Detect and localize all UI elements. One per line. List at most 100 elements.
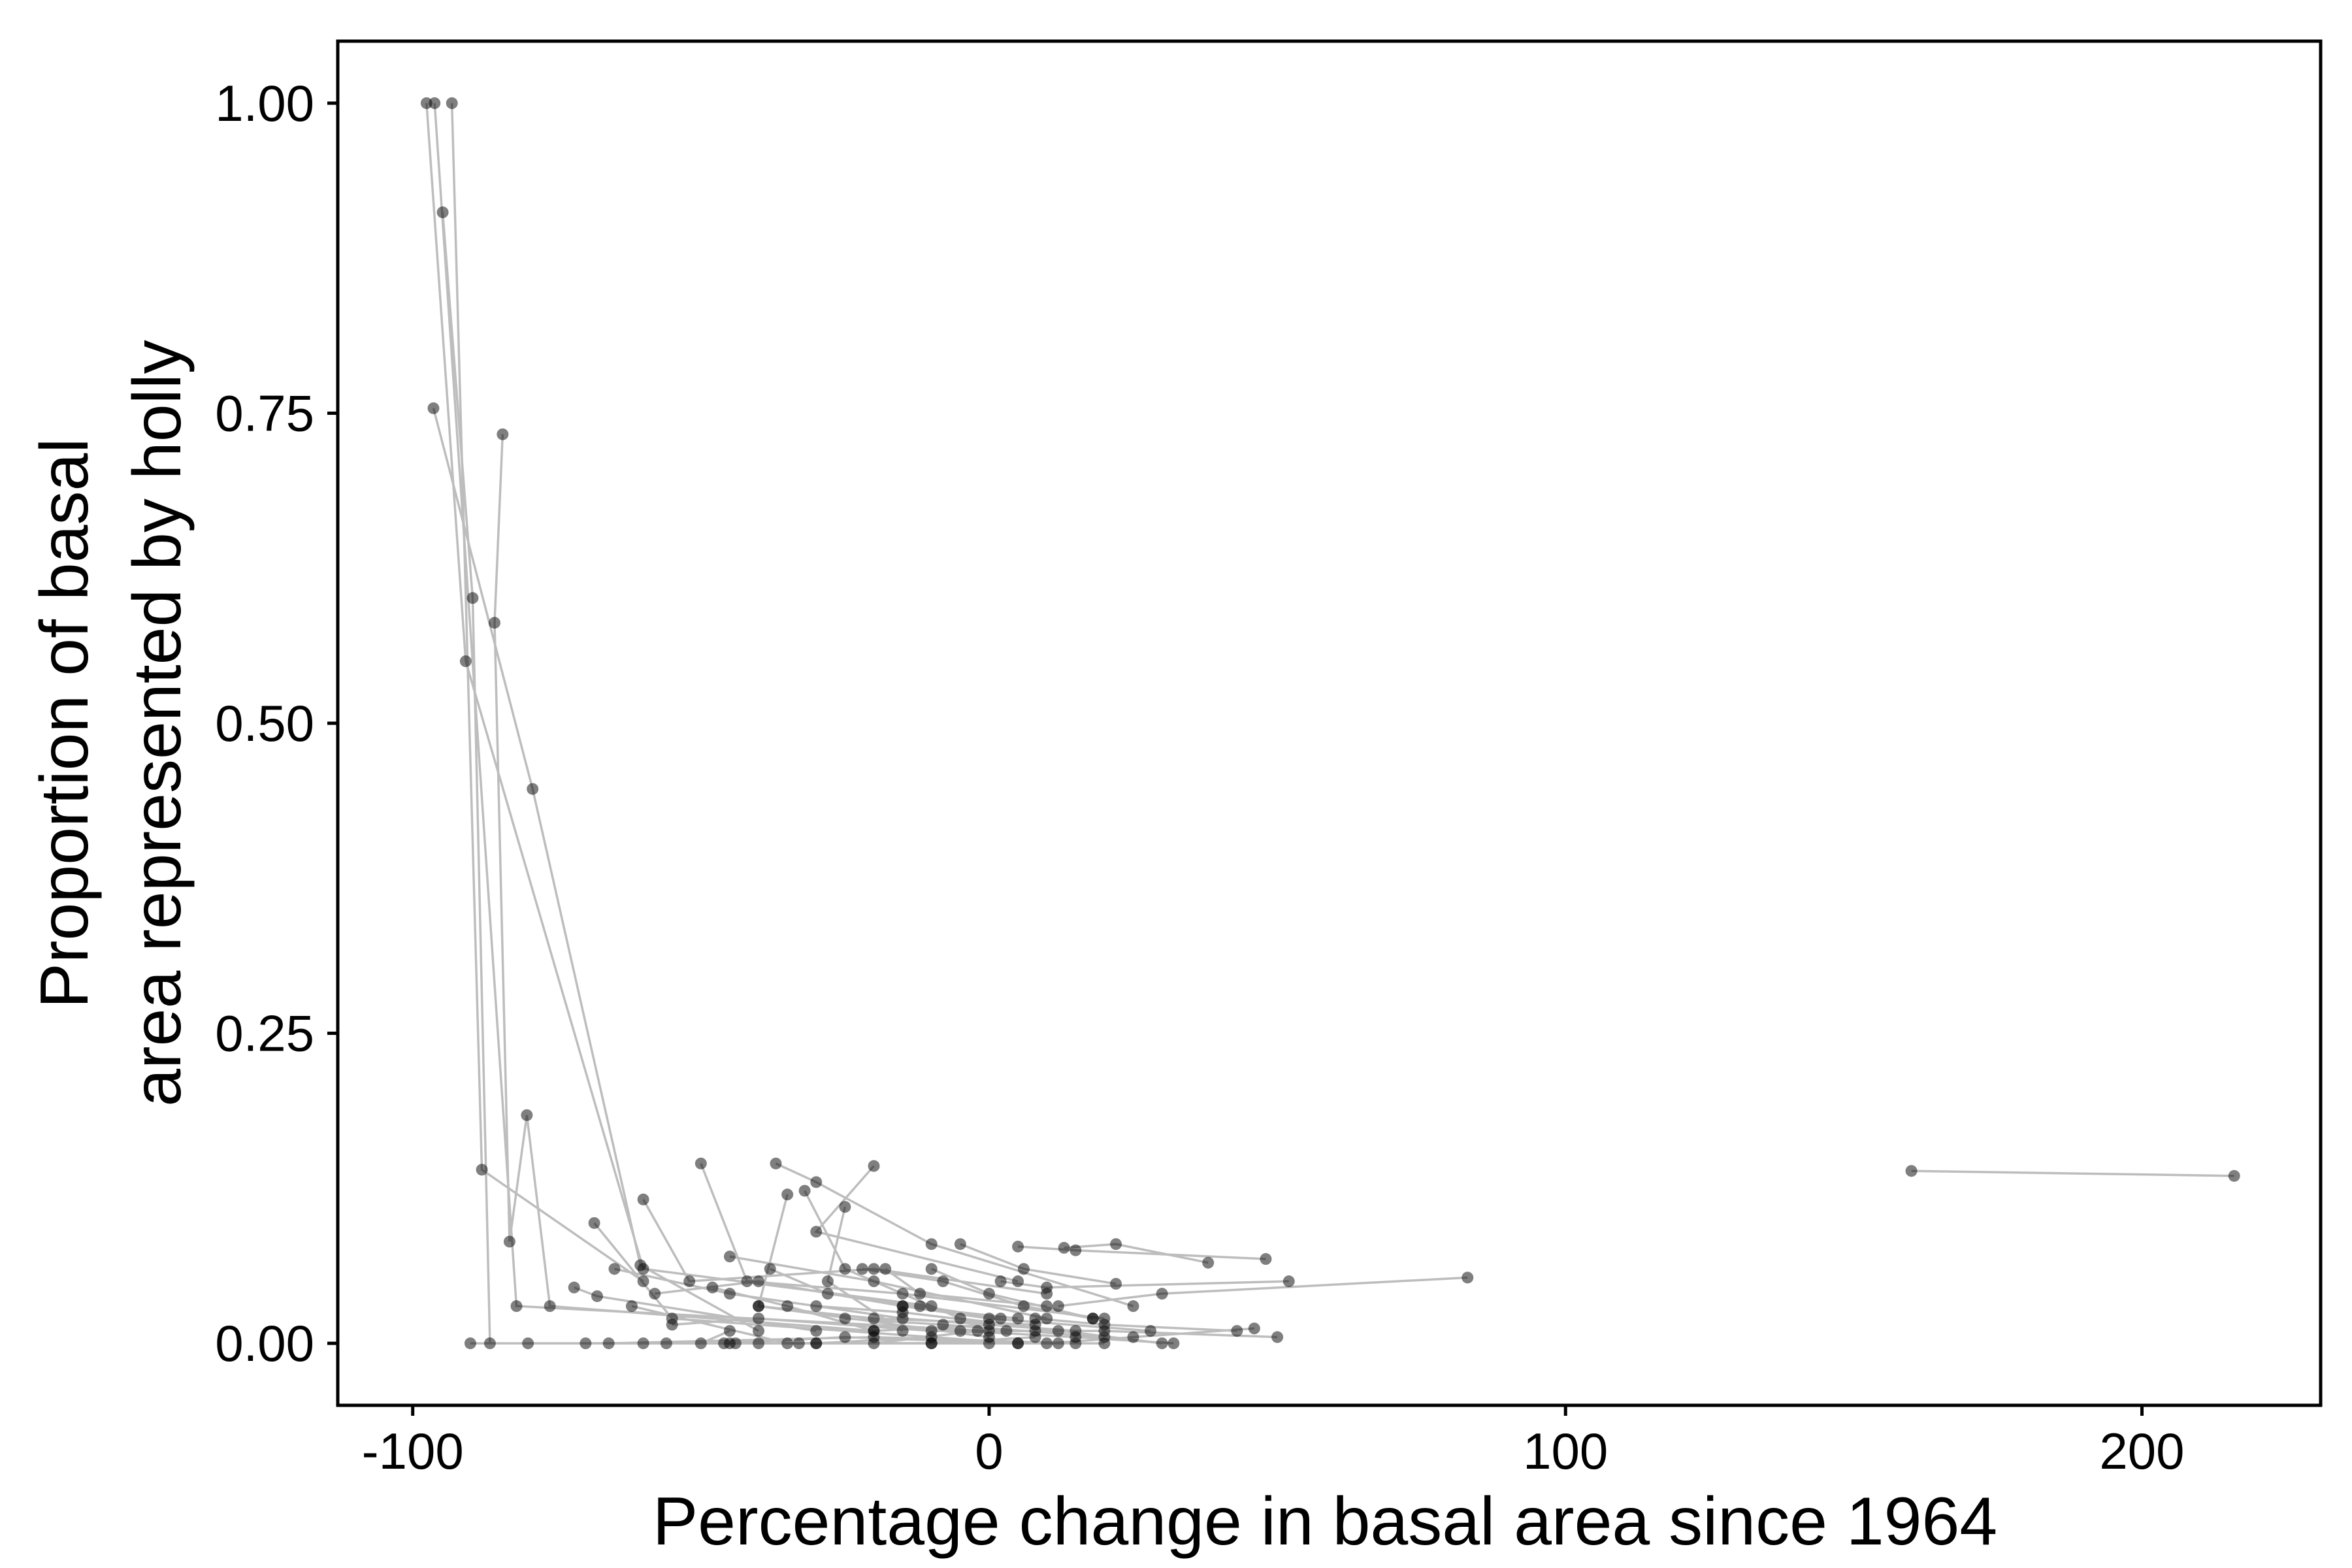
y-axis-title-line-1: Proportion of basal	[27, 438, 103, 1009]
data-point	[637, 1275, 649, 1288]
data-point	[1282, 1275, 1295, 1288]
data-point	[466, 592, 479, 604]
data-point	[723, 1325, 736, 1337]
data-point	[1110, 1277, 1122, 1290]
data-point	[753, 1313, 765, 1325]
data-point	[694, 1337, 707, 1350]
data-point	[568, 1281, 580, 1294]
data-point	[1070, 1244, 1082, 1256]
trajectory-line	[770, 1267, 1001, 1320]
data-point	[706, 1281, 719, 1294]
data-point	[729, 1337, 742, 1350]
data-point	[954, 1313, 966, 1325]
data-point	[1260, 1253, 1272, 1266]
data-point	[427, 402, 440, 414]
data-point	[1052, 1325, 1064, 1337]
data-point	[925, 1337, 938, 1350]
data-point	[810, 1300, 823, 1313]
data-point	[781, 1337, 794, 1350]
y-tick-label: 1.00	[215, 74, 314, 132]
data-point	[1017, 1263, 1030, 1275]
data-point	[753, 1325, 765, 1337]
data-point	[608, 1263, 621, 1275]
data-point	[983, 1288, 995, 1300]
data-point	[637, 1193, 649, 1205]
y-axis: 0.00 0.25 0.50 0.75 1.00	[215, 74, 338, 1372]
trajectory-line	[1911, 1169, 2234, 1177]
data-point	[1156, 1337, 1168, 1350]
data-point	[1168, 1337, 1180, 1350]
data-point	[1012, 1337, 1024, 1350]
y-tick-label: 0.00	[215, 1315, 314, 1372]
data-point	[1144, 1325, 1156, 1337]
data-point	[723, 1250, 736, 1263]
data-point	[764, 1263, 776, 1275]
data-point	[1086, 1313, 1099, 1325]
data-point	[521, 1109, 533, 1121]
trajectory-line	[425, 103, 932, 1307]
data-point	[781, 1300, 794, 1313]
x-axis-title: Percentage change in basal area since 19…	[653, 1484, 1997, 1560]
data-point	[1271, 1331, 1284, 1343]
data-point	[925, 1263, 938, 1275]
data-point	[868, 1263, 880, 1275]
data-point	[1202, 1256, 1215, 1269]
x-tick-label: -100	[362, 1422, 464, 1480]
data-point	[625, 1300, 638, 1313]
y-axis-title-line-2: area represented by holly	[120, 340, 195, 1107]
data-point	[1041, 1281, 1053, 1294]
data-point	[868, 1313, 880, 1325]
data-point	[544, 1300, 556, 1313]
trajectory-line	[432, 408, 759, 1332]
data-point	[588, 1217, 600, 1229]
data-point	[1127, 1331, 1139, 1343]
data-point	[954, 1238, 966, 1250]
data-point	[483, 1337, 496, 1350]
trajectory-line	[493, 434, 874, 1332]
trajectory-line	[775, 1162, 1134, 1307]
data-point	[868, 1337, 880, 1350]
x-axis: -100 0 100 200	[362, 1405, 2185, 1480]
data-point	[446, 97, 458, 109]
data-point	[839, 1313, 851, 1325]
data-point	[856, 1263, 868, 1275]
data-point	[429, 97, 441, 109]
data-point	[810, 1176, 823, 1188]
data-point	[488, 617, 500, 629]
data-point	[476, 1164, 488, 1176]
data-point	[602, 1337, 615, 1350]
data-point	[896, 1288, 909, 1300]
data-point	[694, 1157, 707, 1169]
data-point	[914, 1300, 926, 1313]
data-point	[1110, 1238, 1122, 1250]
x-tick-label: 0	[975, 1422, 1003, 1480]
data-point	[1052, 1300, 1064, 1313]
data-point	[983, 1337, 995, 1350]
data-point	[937, 1318, 949, 1331]
data-point	[1070, 1337, 1082, 1350]
data-point	[1012, 1313, 1024, 1325]
data-point	[821, 1288, 834, 1300]
data-point	[810, 1226, 823, 1238]
data-point	[1098, 1325, 1111, 1337]
data-point	[839, 1201, 851, 1213]
data-point	[1041, 1313, 1053, 1325]
trajectory-line	[700, 1163, 1105, 1320]
data-point	[925, 1238, 938, 1250]
data-point	[839, 1331, 851, 1343]
data-point	[634, 1259, 647, 1271]
data-point	[994, 1275, 1007, 1288]
data-point	[972, 1325, 984, 1337]
data-point	[649, 1288, 661, 1300]
data-point	[660, 1337, 672, 1350]
data-point	[683, 1275, 696, 1288]
data-point	[1248, 1322, 1260, 1335]
x-tick-label: 200	[2099, 1422, 2184, 1480]
data-point	[522, 1337, 534, 1350]
data-point	[497, 428, 509, 440]
data-point	[983, 1318, 995, 1331]
data-point	[1156, 1288, 1168, 1300]
data-point	[741, 1275, 753, 1288]
data-point	[723, 1288, 736, 1300]
